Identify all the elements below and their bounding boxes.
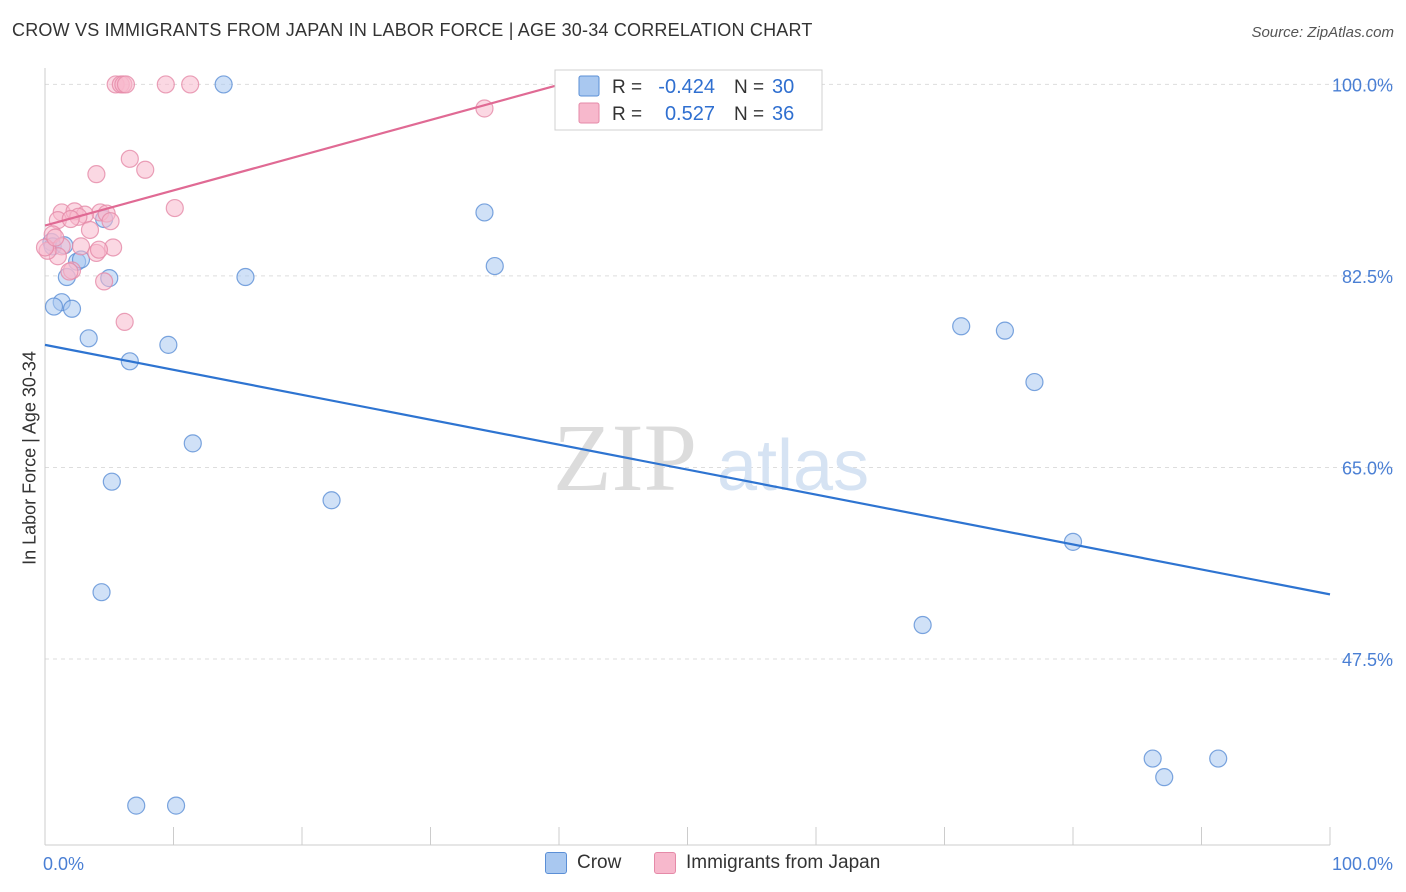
watermark-atlas: atlas	[717, 426, 869, 506]
japan-trend-line	[44, 83, 561, 227]
trend-lines	[44, 83, 1331, 596]
crow-point	[475, 203, 494, 222]
japan-point	[116, 75, 136, 94]
legend-item-japan: Immigrants from Japan	[654, 852, 880, 874]
legend-label-crow: Crow	[577, 852, 622, 873]
bottom-legend: Crow Immigrants from Japan	[0, 852, 1406, 878]
crow-point	[102, 472, 121, 491]
chart-title: CROW VS IMMIGRANTS FROM JAPAN IN LABOR F…	[12, 20, 813, 40]
crow-point	[913, 615, 932, 635]
crow-point	[1155, 768, 1174, 787]
y-tick-label: 47.5%	[1342, 650, 1393, 670]
japan-point	[136, 160, 155, 179]
crow-swatch	[545, 852, 567, 874]
legend-n-value: 30	[772, 76, 794, 98]
legend-box: R = -0.424 N = 30 R = 0.527 N = 36	[554, 69, 823, 131]
legend-r-label: R =	[612, 77, 642, 98]
crow-trend-line	[44, 343, 1331, 596]
legend-r-label: R =	[612, 104, 642, 125]
crow-point	[92, 583, 111, 602]
japan-point	[181, 75, 200, 94]
x-tick-label: 0.0%	[43, 854, 84, 874]
crow-point	[1209, 749, 1228, 768]
legend-n-label: N =	[734, 77, 764, 98]
tick-labels: 47.5% 65.0% 82.5% 100.0% 0.0% 100.0%	[43, 75, 1393, 874]
crow-point	[1063, 532, 1083, 551]
japan-point	[89, 240, 109, 259]
crow-point	[62, 299, 82, 318]
crow-point	[952, 317, 971, 336]
legend-swatch-japan	[578, 102, 600, 124]
source-label: Source: ZipAtlas.com	[1251, 24, 1394, 41]
crow-point	[995, 321, 1014, 340]
crow-point	[44, 297, 64, 316]
crow-point	[127, 796, 146, 815]
legend-item-crow: Crow	[545, 852, 621, 874]
crow-point	[1025, 372, 1044, 392]
legend-r-value: -0.424	[658, 76, 715, 98]
crow-point	[485, 256, 504, 276]
crow-point	[214, 75, 233, 94]
crow-point	[79, 329, 98, 348]
japan-point	[71, 237, 91, 256]
legend-swatch-crow	[578, 75, 600, 97]
legend-n-value: 36	[772, 103, 794, 125]
legend-r-value: 0.527	[665, 103, 715, 125]
crow-point	[183, 434, 202, 453]
crow-point	[1143, 749, 1162, 768]
crow-point	[236, 267, 255, 287]
japan-swatch	[654, 852, 676, 874]
japan-point	[46, 228, 65, 247]
x-tick-label: 100.0%	[1332, 854, 1393, 874]
japan-point	[120, 149, 139, 168]
crow-point	[159, 335, 178, 354]
axes	[44, 68, 1331, 846]
crow-point	[322, 491, 341, 510]
japan-point	[101, 212, 120, 231]
japan-point	[165, 198, 184, 218]
japan-point	[80, 220, 100, 240]
data-points	[35, 75, 1228, 815]
crow-point	[166, 796, 186, 815]
japan-point	[95, 272, 114, 291]
legend-label-japan: Immigrants from Japan	[686, 852, 881, 873]
y-tick-label: 82.5%	[1342, 267, 1393, 287]
legend-n-label: N =	[734, 104, 764, 125]
y-tick-label: 100.0%	[1332, 75, 1393, 95]
japan-point	[115, 312, 134, 331]
y-tick-label: 65.0%	[1342, 458, 1393, 478]
japan-point	[87, 165, 106, 184]
japan-point	[156, 75, 175, 94]
zipatlas-watermark: ZIP atlas	[553, 404, 869, 511]
japan-point	[60, 262, 79, 281]
